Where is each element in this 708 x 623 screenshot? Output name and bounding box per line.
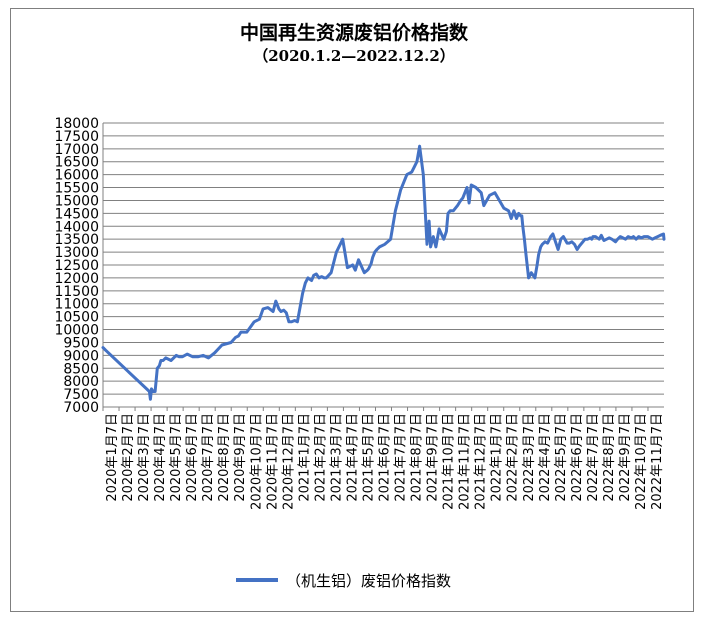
x-tick-label: 2022年4月7日 <box>538 413 553 502</box>
x-tick-label: 2020年12月7日 <box>281 413 296 510</box>
x-tick-label: 2020年4月7日 <box>153 413 168 502</box>
y-tick-label: 13500 <box>54 232 99 248</box>
y-tick-label: 12500 <box>54 258 99 274</box>
y-tick-label: 18000 <box>54 116 99 132</box>
legend-label: （机生铝）废铝价格指数 <box>286 571 452 590</box>
series-layer <box>101 144 666 401</box>
x-tick-label: 2022年3月7日 <box>522 413 537 502</box>
grid-lines <box>103 122 664 408</box>
x-tick-label: 2021年3月7日 <box>329 413 344 502</box>
y-tick-label: 14500 <box>54 206 99 222</box>
x-tick-label: 2020年3月7日 <box>137 413 152 502</box>
x-tick-label: 2022年7月7日 <box>586 413 601 502</box>
y-tick-label: 10000 <box>54 323 99 339</box>
chart-title: 中国再生资源废铝价格指数 <box>239 22 468 44</box>
y-tick-label: 16000 <box>54 168 99 184</box>
y-tick-label: 7000 <box>63 400 99 416</box>
x-tick-label: 2022年1月7日 <box>490 413 505 502</box>
y-tick-label: 13000 <box>54 245 99 261</box>
x-tick-label: 2021年6月7日 <box>378 413 393 502</box>
x-tick-label: 2022年6月7日 <box>570 413 585 502</box>
y-tick-label: 7500 <box>63 387 99 403</box>
x-tick-label: 2020年7月7日 <box>201 413 216 502</box>
x-tick-label: 2020年5月7日 <box>169 413 184 502</box>
x-tick-label: 2021年5月7日 <box>361 413 376 502</box>
y-tick-label: 9000 <box>63 348 99 364</box>
x-tick-label: 2022年11月7日 <box>650 413 665 510</box>
y-tick-label: 16500 <box>54 155 99 171</box>
y-tick-label: 17500 <box>54 129 99 145</box>
line-chart: 7000750080008500900095001000010500110001… <box>54 116 666 510</box>
y-tick-label: 11500 <box>54 284 99 300</box>
y-tick-label: 15000 <box>54 193 99 209</box>
y-tick-label: 17000 <box>54 142 99 158</box>
x-tick-label: 2022年10月7日 <box>634 413 649 510</box>
x-tick-label: 2021年11月7日 <box>458 413 473 510</box>
chart-frame <box>10 8 694 612</box>
x-tick-label: 2020年1月7日 <box>105 413 120 502</box>
x-tick-label: 2020年6月7日 <box>185 413 200 502</box>
y-tick-label: 10500 <box>54 310 99 326</box>
y-tick-label: 8000 <box>63 374 99 390</box>
y-tick-label: 12000 <box>54 271 99 287</box>
x-tick-label: 2021年8月7日 <box>410 413 425 502</box>
x-tick-label: 2022年9月7日 <box>618 413 633 502</box>
legend: （机生铝）废铝价格指数 <box>236 570 451 590</box>
y-tick-label: 9500 <box>63 335 99 351</box>
x-tick-label: 2021年1月7日 <box>297 413 312 502</box>
x-tick-label: 2022年2月7日 <box>506 413 521 502</box>
x-tick-label: 2020年9月7日 <box>233 413 248 502</box>
chart-subtitle: （2020.1.2—2022.12.2） <box>253 47 455 65</box>
x-tick-label: 2020年2月7日 <box>121 413 136 502</box>
y-tick-label: 8500 <box>63 361 99 377</box>
x-tick-label: 2020年11月7日 <box>265 413 280 510</box>
x-tick-label: 2020年10月7日 <box>249 413 264 510</box>
x-tick-label: 2021年7月7日 <box>394 413 409 502</box>
y-tick-label: 15500 <box>54 181 99 197</box>
y-tick-label: 14000 <box>54 219 99 235</box>
x-tick-label: 2020年8月7日 <box>217 413 232 502</box>
series-line <box>101 144 666 401</box>
x-tick-label: 2022年5月7日 <box>554 413 569 502</box>
x-tick-label: 2022年8月7日 <box>602 413 617 502</box>
axes <box>102 123 664 411</box>
y-tick-label: 11000 <box>54 297 99 313</box>
x-tick-label: 2021年4月7日 <box>345 413 360 502</box>
legend-swatch <box>236 578 278 582</box>
x-tick-label: 2021年9月7日 <box>426 413 441 502</box>
x-tick-label: 2021年2月7日 <box>313 413 328 502</box>
x-tick-labels: 2020年1月7日 2020年2月7日 2020年3月7日 2020年4月7日 2020… <box>105 413 665 510</box>
x-tick-label: 2021年12月7日 <box>474 413 489 510</box>
y-tick-labels: 7000750080008500900095001000010500110001… <box>54 116 99 416</box>
x-tick-label: 2021年10月7日 <box>442 413 457 510</box>
